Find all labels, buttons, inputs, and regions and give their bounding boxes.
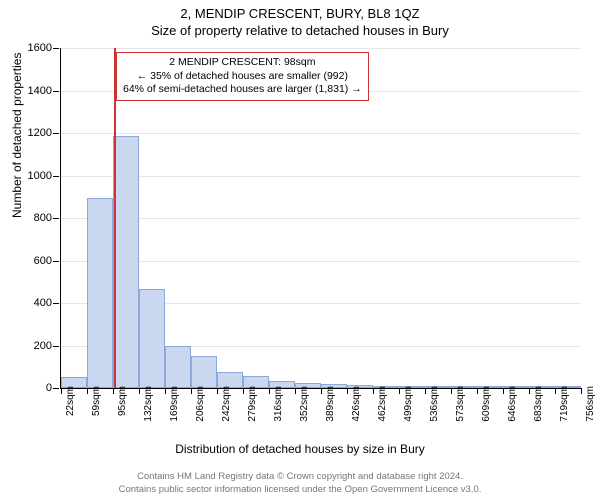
y-tick-label: 0: [12, 382, 52, 394]
footer-attribution: Contains HM Land Registry data © Crown c…: [0, 471, 600, 496]
histogram-bar: [113, 136, 139, 388]
x-tick-label: 683sqm: [533, 386, 544, 436]
x-tick: [191, 388, 192, 394]
y-tick: [53, 218, 59, 219]
x-tick: [555, 388, 556, 394]
annotation-line-2: ← 35% of detached houses are smaller (99…: [123, 70, 362, 84]
x-tick-label: 389sqm: [325, 386, 336, 436]
chart-area: 22sqm59sqm95sqm132sqm169sqm206sqm242sqm2…: [60, 48, 580, 388]
x-tick-label: 536sqm: [429, 386, 440, 436]
annotation-line-3: 64% of semi-detached houses are larger (…: [123, 83, 362, 97]
page-title-2: Size of property relative to detached ho…: [0, 21, 600, 38]
x-tick-label: 646sqm: [507, 386, 518, 436]
x-tick: [477, 388, 478, 394]
chart-container: 2, MENDIP CRESCENT, BURY, BL8 1QZ Size o…: [0, 0, 600, 500]
annotation-box: 2 MENDIP CRESCENT: 98sqm ← 35% of detach…: [116, 52, 369, 101]
x-tick-label: 352sqm: [299, 386, 310, 436]
x-tick-label: 719sqm: [559, 386, 570, 436]
y-tick-label: 1200: [12, 127, 52, 139]
annotation-line-1: 2 MENDIP CRESCENT: 98sqm: [123, 56, 362, 70]
y-tick: [53, 133, 59, 134]
x-tick-label: 242sqm: [221, 386, 232, 436]
y-tick-label: 600: [12, 255, 52, 267]
x-axis-label: Distribution of detached houses by size …: [0, 442, 600, 456]
x-tick-label: 573sqm: [455, 386, 466, 436]
y-tick-label: 1400: [12, 85, 52, 97]
y-tick: [53, 346, 59, 347]
gridline: [61, 133, 581, 134]
x-tick-label: 169sqm: [169, 386, 180, 436]
y-tick-label: 1000: [12, 170, 52, 182]
x-tick: [295, 388, 296, 394]
y-tick: [53, 91, 59, 92]
x-tick: [139, 388, 140, 394]
y-tick-label: 400: [12, 297, 52, 309]
footer-line-1: Contains HM Land Registry data © Crown c…: [0, 471, 600, 483]
y-tick-label: 1600: [12, 42, 52, 54]
x-tick: [243, 388, 244, 394]
x-tick-label: 426sqm: [351, 386, 362, 436]
x-tick: [113, 388, 114, 394]
x-tick: [503, 388, 504, 394]
x-tick-label: 132sqm: [143, 386, 154, 436]
y-tick: [53, 176, 59, 177]
x-tick: [399, 388, 400, 394]
x-tick: [217, 388, 218, 394]
x-tick: [87, 388, 88, 394]
x-tick: [451, 388, 452, 394]
histogram-bar: [87, 198, 113, 388]
x-tick: [581, 388, 582, 394]
x-tick: [373, 388, 374, 394]
gridline: [61, 218, 581, 219]
x-tick: [61, 388, 62, 394]
y-tick: [53, 303, 59, 304]
x-tick: [347, 388, 348, 394]
y-tick-label: 800: [12, 212, 52, 224]
gridline: [61, 48, 581, 49]
x-tick-label: 59sqm: [91, 386, 102, 436]
gridline: [61, 176, 581, 177]
y-tick: [53, 388, 59, 389]
x-tick-label: 22sqm: [65, 386, 76, 436]
x-tick-label: 206sqm: [195, 386, 206, 436]
x-tick: [321, 388, 322, 394]
x-tick: [529, 388, 530, 394]
x-tick: [269, 388, 270, 394]
x-tick-label: 609sqm: [481, 386, 492, 436]
page-title-1: 2, MENDIP CRESCENT, BURY, BL8 1QZ: [0, 0, 600, 21]
x-tick-label: 462sqm: [377, 386, 388, 436]
x-tick-label: 95sqm: [117, 386, 128, 436]
x-tick-label: 756sqm: [585, 386, 596, 436]
x-tick-label: 499sqm: [403, 386, 414, 436]
x-tick: [165, 388, 166, 394]
y-tick: [53, 48, 59, 49]
x-tick-label: 279sqm: [247, 386, 258, 436]
x-tick-label: 316sqm: [273, 386, 284, 436]
gridline: [61, 261, 581, 262]
histogram-bar: [139, 289, 165, 388]
y-tick-label: 200: [12, 340, 52, 352]
histogram-bar: [165, 346, 191, 389]
footer-line-2: Contains public sector information licen…: [0, 484, 600, 496]
histogram-bar: [191, 356, 217, 388]
x-tick: [425, 388, 426, 394]
y-tick: [53, 261, 59, 262]
